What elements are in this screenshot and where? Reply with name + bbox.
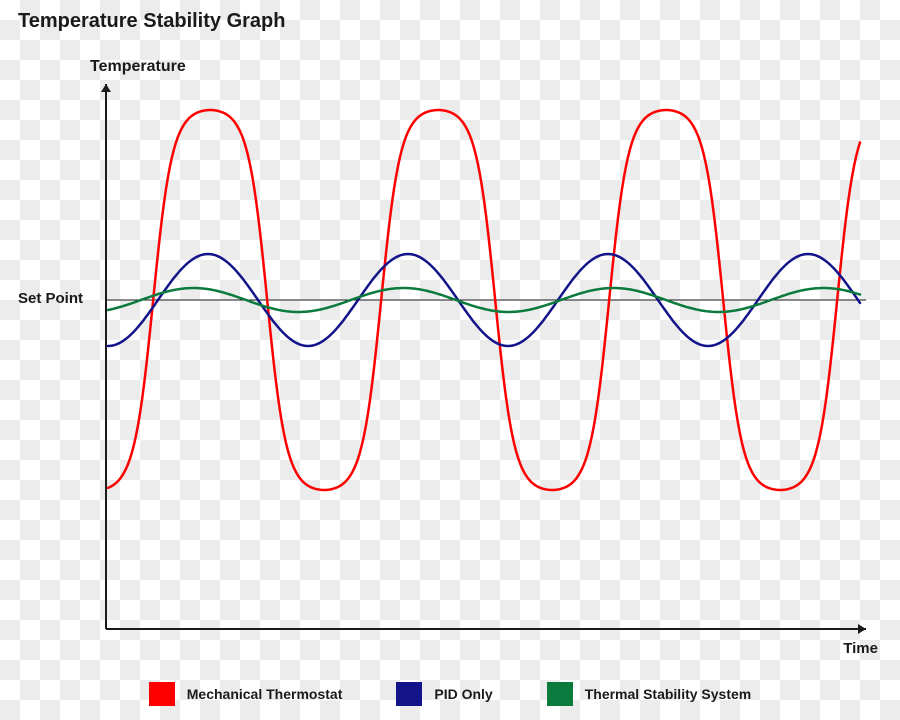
legend-item-tss: Thermal Stability System: [547, 682, 752, 706]
legend: Mechanical Thermostat PID Only Thermal S…: [0, 682, 900, 706]
legend-label: PID Only: [434, 686, 492, 702]
x-axis-label: Time: [843, 640, 878, 657]
x-axis-arrow-icon: [858, 624, 866, 634]
chart-page: Temperature Stability Graph Temperature …: [0, 0, 900, 720]
setpoint-label: Set Point: [18, 290, 83, 307]
legend-label: Mechanical Thermostat: [187, 686, 343, 702]
y-axis-arrow-icon: [101, 84, 111, 92]
y-axis-label: Temperature: [90, 58, 186, 76]
legend-item-pid: PID Only: [396, 682, 492, 706]
legend-swatch-icon: [396, 682, 422, 706]
legend-label: Thermal Stability System: [585, 686, 752, 702]
legend-swatch-icon: [547, 682, 573, 706]
legend-item-mechanical: Mechanical Thermostat: [149, 682, 343, 706]
chart-title: Temperature Stability Graph: [18, 10, 285, 33]
stability-chart: [100, 80, 870, 635]
legend-swatch-icon: [149, 682, 175, 706]
